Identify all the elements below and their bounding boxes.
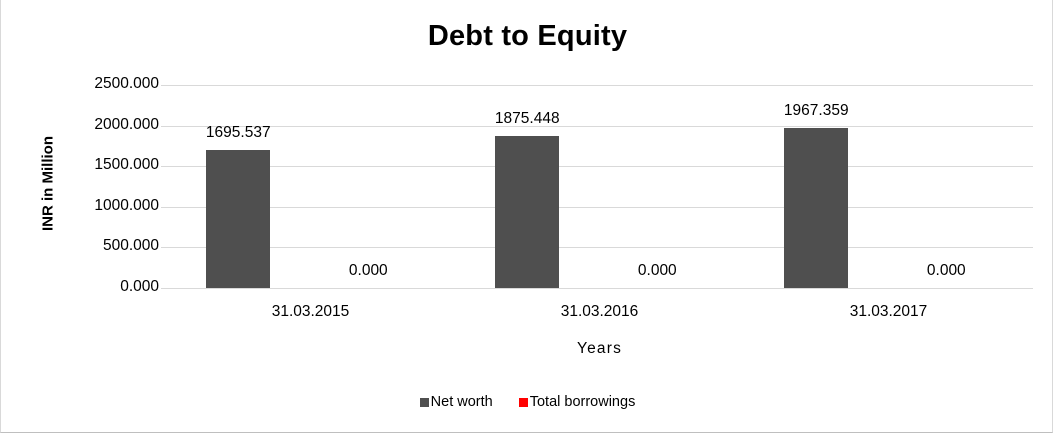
y-axis-tick-label: 1000.000	[94, 196, 159, 214]
y-axis-tick-mark	[161, 247, 166, 249]
y-axis-tick-mark	[161, 206, 166, 208]
bar-net-worth[interactable]	[495, 135, 560, 288]
plot-area: 1695.537 0.000 1875.448 0.000 1967.359 0.000	[161, 85, 1033, 289]
y-axis-tick-label: 2000.000	[94, 115, 159, 133]
legend-swatch-icon	[419, 397, 429, 407]
x-axis-category-label: 31.03.2015	[271, 303, 350, 320]
gridline	[166, 288, 1033, 289]
data-label-net-worth: 1695.537	[205, 124, 271, 142]
y-axis-tick-label: 0.000	[120, 278, 159, 295]
y-axis-tick-mark	[161, 125, 166, 127]
gridline	[166, 247, 1033, 249]
y-axis-tick-label: 2500.000	[94, 75, 159, 92]
data-label-total-borrowings: 0.000	[348, 262, 388, 279]
y-axis-tick-label: 1500.000	[94, 156, 159, 174]
gridline	[166, 85, 1033, 86]
y-axis-tick-mark	[161, 85, 166, 86]
y-axis-tick-label: 500.000	[102, 237, 159, 255]
x-axis-category-label: 31.03.2016	[560, 303, 639, 320]
bar-net-worth[interactable]	[784, 128, 849, 288]
x-axis-title: Years	[576, 340, 623, 357]
page-title: Debt to Equity	[427, 20, 628, 52]
y-axis-tick-mark	[161, 288, 166, 289]
legend-label: Net worth	[430, 394, 493, 410]
gridline	[166, 206, 1033, 208]
data-label-total-borrowings: 0.000	[926, 262, 966, 279]
y-axis-tick-labels: 2500.000 2000.000 1500.000 1000.000 500.000 0…	[59, 0, 159, 432]
data-label-net-worth: 1875.448	[494, 109, 560, 127]
gridline	[166, 125, 1033, 127]
gridline	[166, 166, 1033, 168]
y-axis-tick-mark	[161, 166, 166, 168]
chart-legend: Net worth Total borrowings	[1, 394, 1052, 410]
y-axis-title: INR in Million	[39, 136, 57, 231]
data-label-net-worth: 1967.359	[783, 102, 849, 120]
data-label-total-borrowings: 0.000	[637, 262, 677, 279]
legend-label: Total borrowings	[529, 394, 636, 410]
x-axis-category-label: 31.03.2017	[849, 303, 928, 320]
bar-net-worth[interactable]	[206, 150, 271, 288]
legend-item[interactable]: Total borrowings	[518, 394, 636, 410]
legend-item[interactable]: Net worth	[419, 394, 493, 410]
legend-swatch-icon	[518, 397, 528, 407]
